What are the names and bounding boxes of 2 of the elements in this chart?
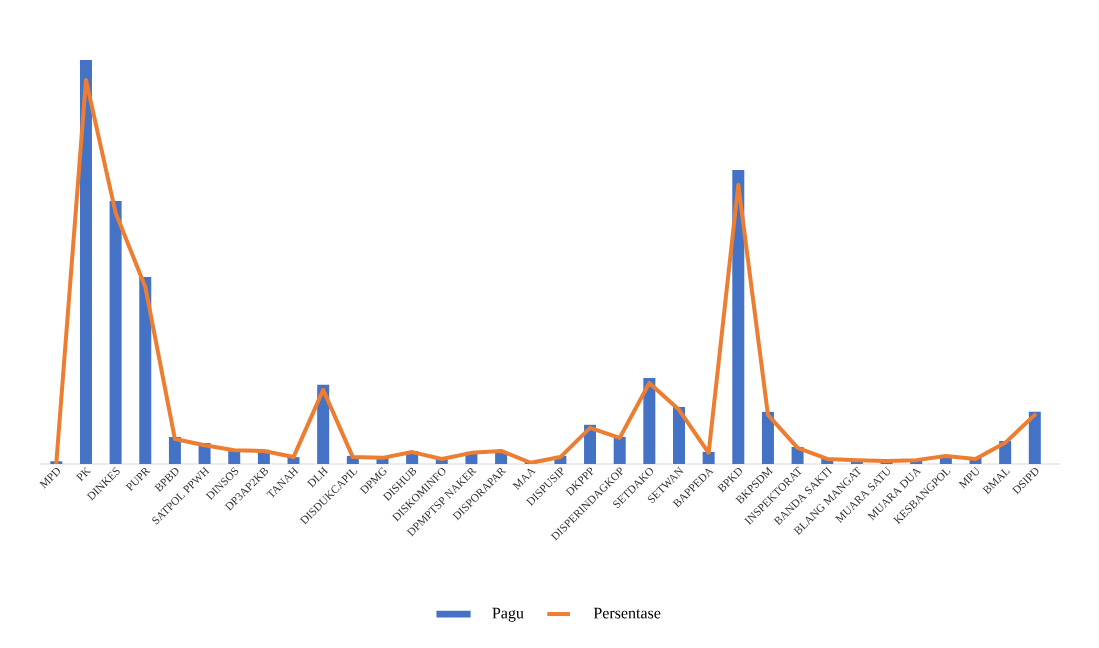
legend-label: Pagu xyxy=(492,607,524,622)
legend-label: Persentase xyxy=(593,607,661,619)
